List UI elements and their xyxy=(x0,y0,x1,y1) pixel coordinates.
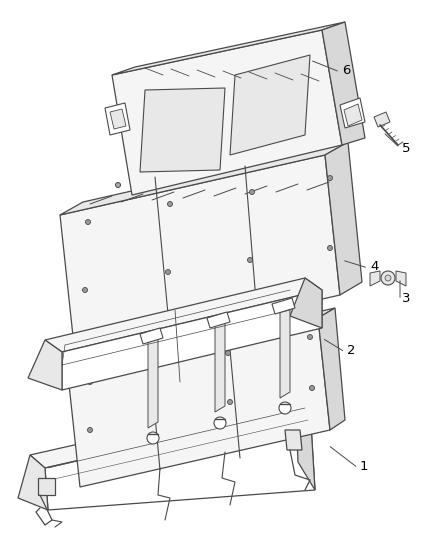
Polygon shape xyxy=(45,278,322,352)
Polygon shape xyxy=(230,55,310,155)
Circle shape xyxy=(82,287,88,293)
Circle shape xyxy=(381,271,395,285)
Polygon shape xyxy=(140,88,225,172)
Circle shape xyxy=(250,190,254,195)
Polygon shape xyxy=(396,271,406,286)
Text: 6: 6 xyxy=(342,63,350,77)
Polygon shape xyxy=(62,290,322,390)
Circle shape xyxy=(328,246,332,251)
Polygon shape xyxy=(325,142,362,295)
Polygon shape xyxy=(295,395,315,490)
Polygon shape xyxy=(215,320,225,412)
Polygon shape xyxy=(272,298,295,314)
Polygon shape xyxy=(112,30,342,195)
Polygon shape xyxy=(370,271,380,286)
Circle shape xyxy=(328,175,332,181)
Polygon shape xyxy=(60,142,348,215)
Polygon shape xyxy=(105,103,130,135)
Polygon shape xyxy=(318,308,345,430)
Polygon shape xyxy=(322,22,365,145)
Circle shape xyxy=(88,379,92,384)
Circle shape xyxy=(385,275,391,281)
Circle shape xyxy=(166,270,170,274)
Circle shape xyxy=(88,427,92,432)
Circle shape xyxy=(149,414,155,418)
Polygon shape xyxy=(68,318,330,487)
Polygon shape xyxy=(148,336,158,428)
Polygon shape xyxy=(45,408,315,510)
Polygon shape xyxy=(374,112,390,127)
Circle shape xyxy=(310,385,314,391)
Polygon shape xyxy=(285,430,302,450)
Text: 4: 4 xyxy=(370,260,378,272)
Polygon shape xyxy=(38,478,55,495)
Circle shape xyxy=(214,417,226,429)
Polygon shape xyxy=(207,312,230,328)
Circle shape xyxy=(227,400,233,405)
Circle shape xyxy=(147,432,159,444)
Text: 1: 1 xyxy=(360,459,368,472)
Polygon shape xyxy=(68,308,335,375)
Polygon shape xyxy=(112,22,345,75)
Circle shape xyxy=(226,351,230,356)
Polygon shape xyxy=(280,306,290,398)
Circle shape xyxy=(247,257,252,262)
Polygon shape xyxy=(30,395,310,468)
Polygon shape xyxy=(28,340,62,390)
Polygon shape xyxy=(140,328,163,344)
Text: 5: 5 xyxy=(402,141,410,155)
Polygon shape xyxy=(60,155,340,355)
Circle shape xyxy=(167,201,173,206)
Circle shape xyxy=(307,335,312,340)
Circle shape xyxy=(279,402,291,414)
Circle shape xyxy=(148,365,152,369)
Polygon shape xyxy=(340,98,365,128)
Polygon shape xyxy=(110,109,126,129)
Polygon shape xyxy=(344,104,362,126)
Text: 3: 3 xyxy=(402,292,410,304)
Polygon shape xyxy=(18,455,48,510)
Circle shape xyxy=(116,182,120,188)
Circle shape xyxy=(85,220,91,224)
Polygon shape xyxy=(290,278,322,328)
Text: 2: 2 xyxy=(347,343,356,357)
